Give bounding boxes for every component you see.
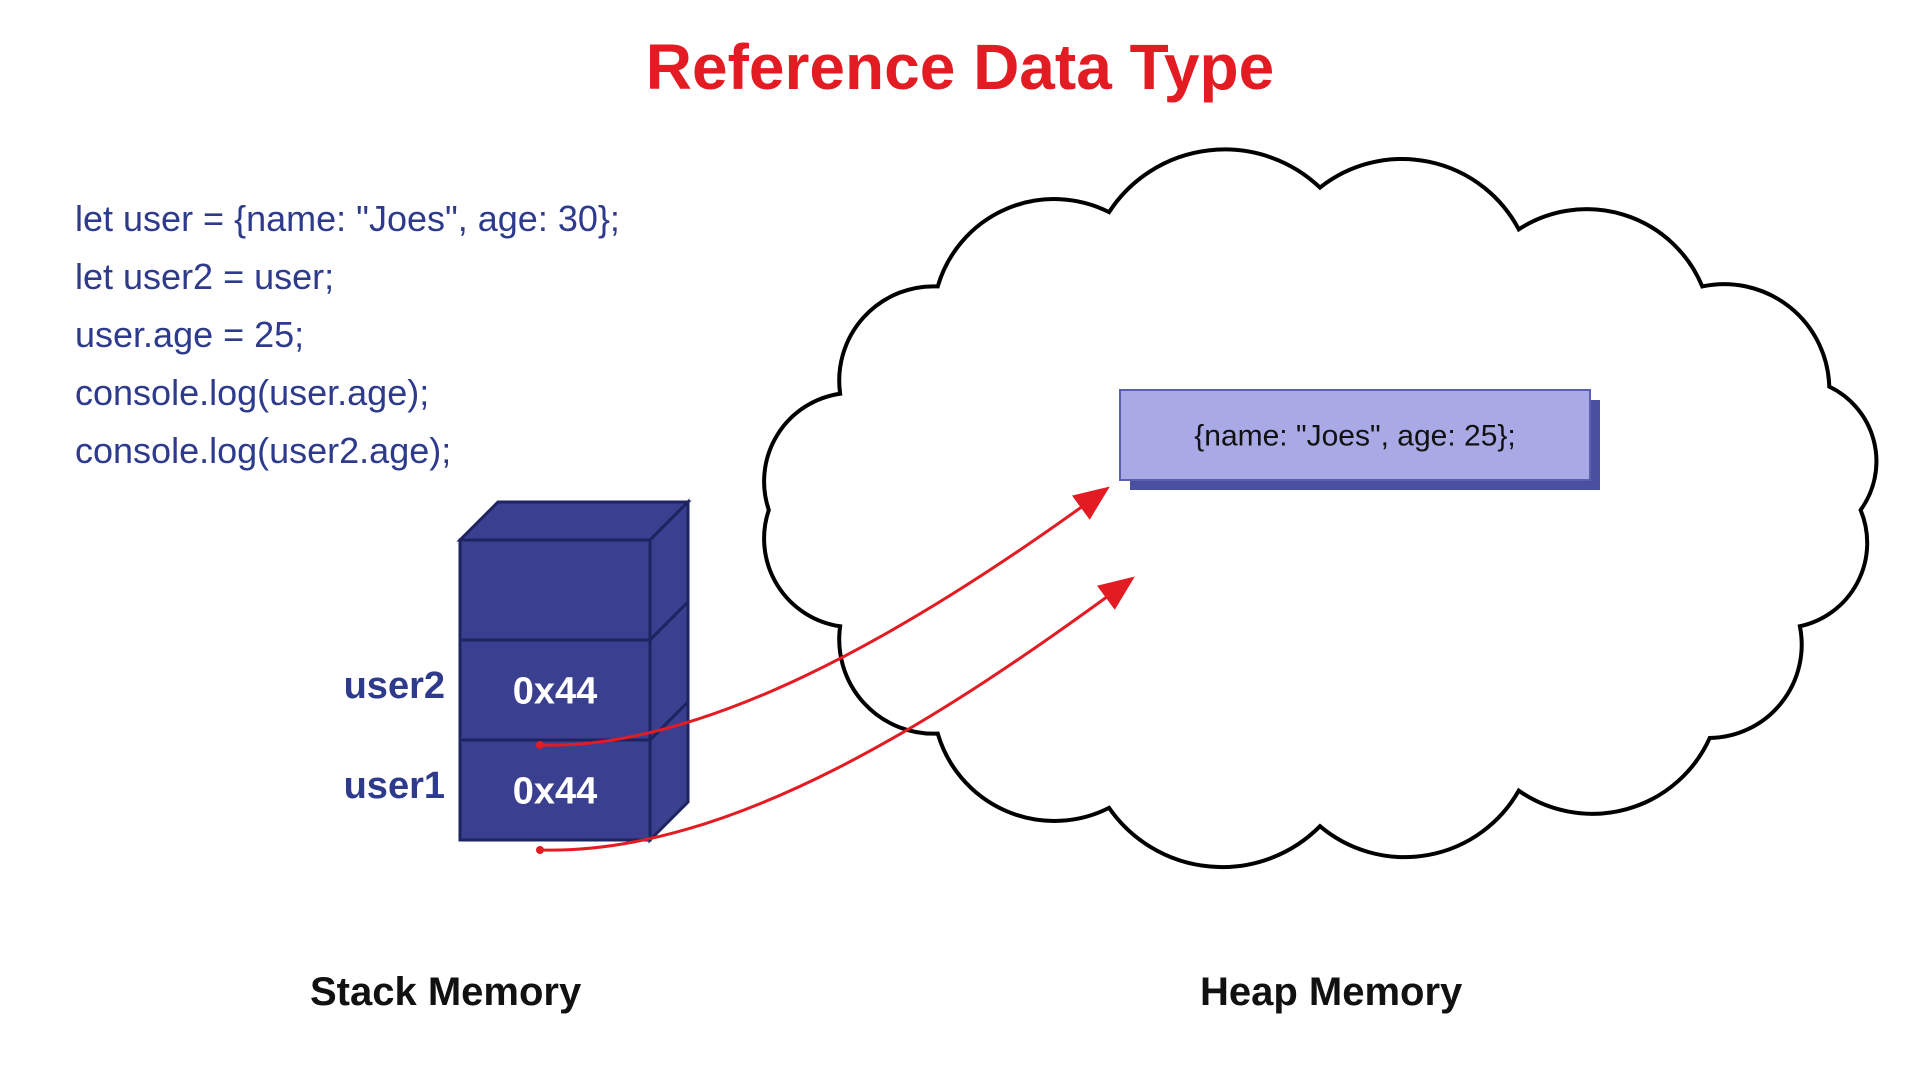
reference-arrow (540, 490, 1105, 745)
stack-cell (460, 740, 650, 840)
code-line: user.age = 25; (75, 306, 620, 364)
stack-var-label: user2 (245, 665, 445, 708)
stack-address: 0x44 (513, 670, 598, 712)
code-block: let user = {name: "Joes", age: 30};let u… (75, 190, 620, 480)
arrow-origin-dot (536, 846, 544, 854)
code-line: let user2 = user; (75, 248, 620, 306)
code-line: let user = {name: "Joes", age: 30}; (75, 190, 620, 248)
code-line: console.log(user.age); (75, 364, 620, 422)
arrow-origin-dot (536, 741, 544, 749)
stack-memory-label: Stack Memory (310, 970, 581, 1015)
reference-arrow (540, 580, 1130, 850)
heap-object-text: {name: "Joes", age: 25}; (1194, 420, 1516, 453)
heap-memory-label: Heap Memory (1200, 970, 1462, 1015)
stack-cell (460, 640, 650, 740)
diagram-svg: {name: "Joes", age: 25}; 0x44 0x44 (0, 0, 1920, 1080)
code-line: console.log(user2.age); (75, 422, 620, 480)
stack-var-label: user1 (245, 765, 445, 808)
heap-object-shadow (1130, 400, 1600, 490)
stack-cell (460, 540, 650, 640)
heap-cloud (764, 149, 1876, 867)
stack-cube: 0x44 0x44 (460, 502, 688, 840)
stack-address: 0x44 (513, 770, 598, 812)
heap-object-box (1120, 390, 1590, 480)
page-title: Reference Data Type (0, 30, 1920, 104)
